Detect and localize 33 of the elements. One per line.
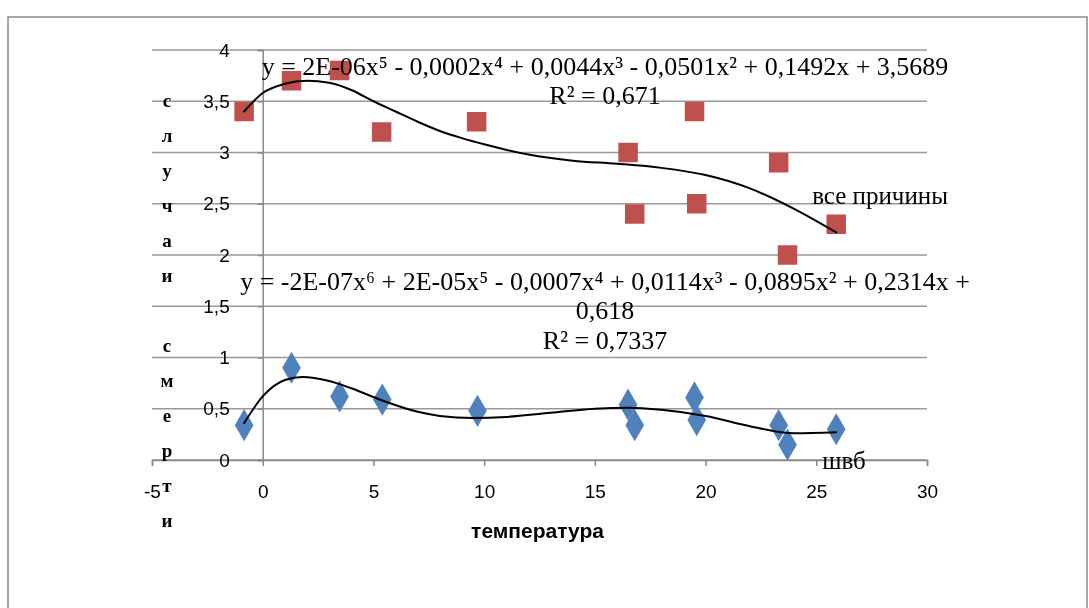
point bbox=[777, 245, 798, 265]
y-tick-label: 3,5 bbox=[203, 90, 230, 112]
annotation: R² = 0,671 bbox=[549, 81, 661, 110]
y-tick-label: 0,5 bbox=[203, 398, 230, 420]
x-axis-title: температура bbox=[471, 519, 605, 542]
y-tick-label: 2,5 bbox=[203, 193, 230, 215]
point bbox=[826, 214, 846, 234]
point bbox=[618, 142, 638, 163]
point bbox=[234, 101, 254, 122]
y-tick-label: 3 bbox=[219, 142, 230, 164]
point bbox=[686, 194, 707, 214]
point bbox=[684, 101, 705, 122]
y-tick-label: 1 bbox=[219, 347, 230, 369]
x-tick-label: 20 bbox=[695, 480, 717, 502]
x-tick-label: 10 bbox=[474, 480, 496, 502]
annotation: R² = 0,7337 bbox=[542, 326, 668, 355]
y-tick-label: 0 bbox=[219, 449, 230, 471]
x-tick-label: 25 bbox=[806, 480, 828, 502]
x-tick-label: 15 bbox=[584, 480, 606, 502]
y-tick-label: 2 bbox=[219, 244, 230, 266]
y-tick-label: 4 bbox=[219, 39, 231, 61]
point bbox=[624, 204, 645, 224]
point bbox=[768, 153, 789, 173]
annotation: y = -2E-07x⁶ + 2E-05x⁵ - 0,0007x⁴ + 0,0114x³ - 0,0895x² + 0,2314x + 0,618 bbox=[240, 267, 970, 325]
y-tick-label: 1,5 bbox=[203, 295, 230, 317]
series-label: швб bbox=[822, 447, 866, 475]
x-tick-label: -5 bbox=[144, 480, 161, 502]
point bbox=[466, 112, 487, 132]
series-label: все причины bbox=[812, 182, 949, 210]
x-tick-label: 30 bbox=[916, 480, 939, 502]
x-tick-label: 0 bbox=[257, 480, 269, 502]
point bbox=[371, 122, 392, 142]
x-tick-label: 5 bbox=[368, 480, 380, 502]
